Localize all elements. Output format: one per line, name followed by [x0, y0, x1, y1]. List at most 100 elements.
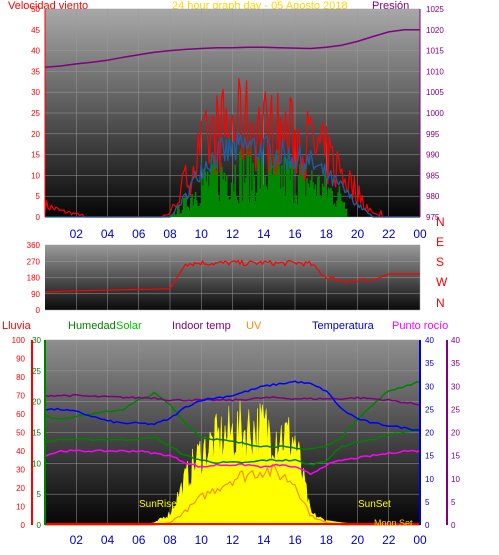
compass-label: N	[436, 296, 445, 310]
compass-label: E	[436, 235, 444, 249]
grid-lines	[45, 8, 421, 526]
pressure-tick-label: 1000	[426, 109, 444, 118]
temp-tick-label: 25	[32, 367, 41, 376]
solar-legend: Solar	[116, 320, 142, 332]
time-tick-label: 22	[382, 227, 396, 241]
direction-tick-label: 360	[27, 241, 41, 250]
wind-tick-label: 45	[31, 26, 40, 35]
wind-tick-label: 50	[31, 5, 40, 14]
rain-legend: Lluvia	[2, 320, 31, 332]
temperature-tick-label: 35	[425, 359, 434, 368]
rain-tick-label: 90	[16, 355, 25, 364]
wind-tick-label: 20	[31, 130, 40, 139]
compass-label: W	[436, 275, 448, 289]
sunset-annotation: SunSet	[358, 499, 391, 510]
indoor-tick-label: 25	[451, 405, 460, 414]
temp-tick-label: 0	[37, 521, 42, 530]
series-layer	[44, 29, 421, 526]
time-tick-label: 18	[320, 227, 334, 241]
temp-tick-label: 15	[32, 429, 41, 438]
dew-point-legend: Punto rocío	[392, 320, 449, 332]
direction-series	[45, 259, 420, 293]
direction-tick-label: 90	[31, 290, 40, 299]
tick-labels: 0510152025303540455097598098599099510001…	[12, 5, 461, 547]
temperature-tick-label: 25	[425, 405, 434, 414]
rain-tick-label: 10	[16, 503, 25, 512]
moonset-annotation: Moon Set	[374, 518, 413, 528]
dew-point-series	[44, 449, 421, 476]
temperature-tick-label: 0	[425, 521, 430, 530]
temp-tick-label: 30	[32, 336, 41, 345]
wind-tick-label: 5	[36, 192, 41, 201]
temperature-series	[44, 380, 421, 431]
uv-legend: UV	[246, 320, 262, 332]
pressure-tick-label: 1015	[426, 47, 444, 56]
rain-tick-label: 60	[16, 410, 25, 419]
time-tick-label: 04	[101, 227, 115, 241]
indoor-tick-label: 5	[451, 498, 456, 507]
time-tick-label: 08	[163, 227, 177, 241]
indoor-tick-label: 30	[451, 382, 460, 391]
wind-average-series	[45, 132, 420, 218]
temperature-tick-label: 40	[425, 336, 434, 345]
time-tick-label: 20	[351, 227, 365, 241]
pressure-tick-label: 995	[426, 130, 440, 139]
time-tick-label: 12	[226, 227, 240, 241]
wind-tick-label: 15	[31, 151, 40, 160]
direction-tick-label: 270	[27, 257, 41, 266]
weather-time-label: 08	[163, 533, 177, 547]
indoor-temp-series	[44, 393, 421, 407]
time-tick-label: 14	[257, 227, 271, 241]
rain-tick-label: 70	[16, 392, 25, 401]
temperature-tick-label: 5	[425, 498, 430, 507]
wind-tick-label: 40	[31, 47, 40, 56]
wind-tick-label: 0	[36, 213, 41, 222]
weather-time-label: 00	[413, 533, 427, 547]
sunrise-annotation: SunRise	[139, 499, 177, 510]
wind-tick-label: 35	[31, 67, 40, 76]
pressure-tick-label: 985	[426, 171, 440, 180]
indoor-tick-label: 40	[451, 336, 460, 345]
humidity-secondary-series	[44, 428, 421, 466]
pressure-tick-label: 975	[426, 213, 440, 222]
temperature-tick-label: 30	[425, 382, 434, 391]
weather-time-label: 18	[320, 533, 334, 547]
wind-tick-label: 10	[31, 171, 40, 180]
pressure-tick-label: 1010	[426, 67, 444, 76]
weather-time-label: 20	[351, 533, 365, 547]
time-tick-label: 10	[195, 227, 209, 241]
temp-tick-label: 10	[32, 459, 41, 468]
rain-tick-label: 80	[16, 373, 25, 382]
temperature-tick-label: 10	[425, 475, 434, 484]
time-tick-label: 16	[288, 227, 302, 241]
wind-tick-label: 25	[31, 109, 40, 118]
indoor-tick-label: 10	[451, 475, 460, 484]
temp-tick-label: 5	[37, 490, 42, 499]
weather-time-label: 02	[70, 533, 84, 547]
compass-label: N	[436, 215, 445, 229]
time-tick-label: 00	[413, 227, 427, 241]
humidity-legend: Humedad	[68, 320, 116, 332]
direction-tick-label: 0	[36, 306, 41, 315]
pressure-tick-label: 990	[426, 151, 440, 160]
compass-label: S	[436, 255, 444, 269]
temperature-tick-label: 20	[425, 429, 434, 438]
rain-tick-label: 40	[16, 447, 25, 456]
pressure-tick-label: 980	[426, 192, 440, 201]
weather-time-label: 10	[195, 533, 209, 547]
weather-time-label: 12	[226, 533, 240, 547]
weather-time-label: 16	[288, 533, 302, 547]
indoor-tick-label: 35	[451, 359, 460, 368]
pressure-tick-label: 1025	[426, 5, 444, 14]
weather-time-label: 22	[382, 533, 396, 547]
weather-time-label: 04	[101, 533, 115, 547]
temperature-legend: Temperatura	[312, 320, 374, 332]
rain-tick-label: 50	[16, 429, 25, 438]
temp-tick-label: 20	[32, 398, 41, 407]
pressure-tick-label: 1005	[426, 88, 444, 97]
temperature-tick-label: 15	[425, 452, 434, 461]
weather-time-label: 06	[132, 533, 146, 547]
direction-tick-label: 180	[27, 274, 41, 283]
rain-tick-label: 0	[21, 521, 26, 530]
